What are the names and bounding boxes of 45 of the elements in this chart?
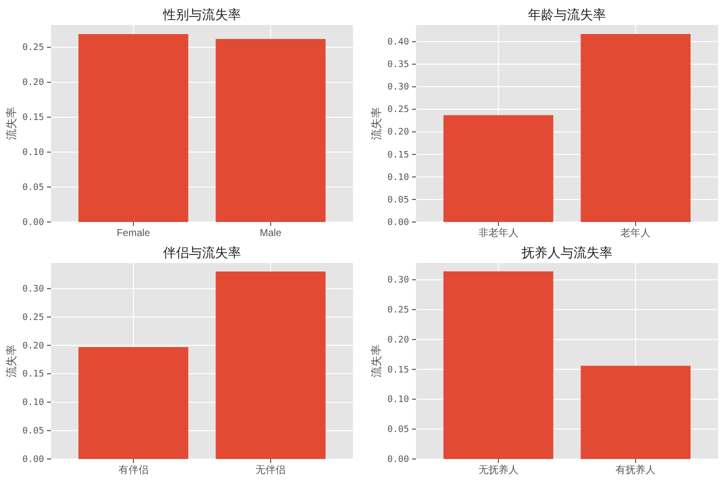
y-tick-label: 0.35 [387,60,409,70]
y-tick-label: 0.00 [22,454,44,465]
y-tick-label: 0.00 [387,218,409,228]
y-tick-label: 0.05 [22,182,44,193]
y-axis-title: 流失率 [370,107,383,140]
chart-title: 伴侣与流失率 [163,245,241,261]
x-tick-label: 有抚养人 [616,464,656,476]
chart-title: 性别与流失率 [162,7,241,23]
y-tick-label: 0.00 [387,454,409,465]
x-tick-label: Male [260,228,282,240]
y-tick-label: 0.25 [22,43,44,54]
y-tick-label: 0.15 [387,365,409,376]
y-axis-title: 流失率 [370,344,383,378]
y-tick-label: 0.10 [22,398,44,408]
y-tick-label: 0.10 [387,395,409,406]
y-tick-label: 0.05 [387,195,409,206]
y-tick-label: 0.20 [387,335,409,346]
x-tick-label: Female [116,228,150,240]
y-axis-title: 流失率 [5,344,18,378]
chart-title: 抚养人与流失率 [520,245,612,261]
y-tick-label: 0.40 [387,38,409,48]
y-tick-label: 0.30 [22,284,44,294]
y-tick-label: 0.25 [387,305,409,316]
x-tick-label: 无伴侣 [256,465,286,476]
y-tick-label: 0.10 [387,172,409,183]
x-tick-label: 有伴侣 [118,464,148,476]
chart-title: 年龄与流失率 [528,7,606,23]
y-tick-label: 0.20 [22,341,44,352]
y-tick-label: 0.30 [387,82,409,93]
y-axis-title: 流失率 [5,107,18,140]
y-tick-label: 0.15 [22,370,44,380]
y-tick-label: 0.15 [387,150,409,160]
y-tick-label: 0.05 [387,425,409,435]
x-tick-label: 非老年人 [478,227,518,240]
y-tick-label: 0.05 [22,426,44,436]
y-tick-label: 0.25 [387,105,409,116]
y-tick-label: 0.20 [387,128,409,138]
y-tick-label: 0.15 [22,113,44,124]
x-tick-label: 无抚养人 [478,464,518,476]
y-tick-label: 0.00 [22,218,44,228]
x-tick-label: 老年人 [620,227,651,240]
y-tick-label: 0.10 [22,148,44,158]
y-tick-label: 0.30 [387,276,409,286]
y-tick-label: 0.20 [22,78,44,88]
y-tick-label: 0.25 [22,312,44,323]
